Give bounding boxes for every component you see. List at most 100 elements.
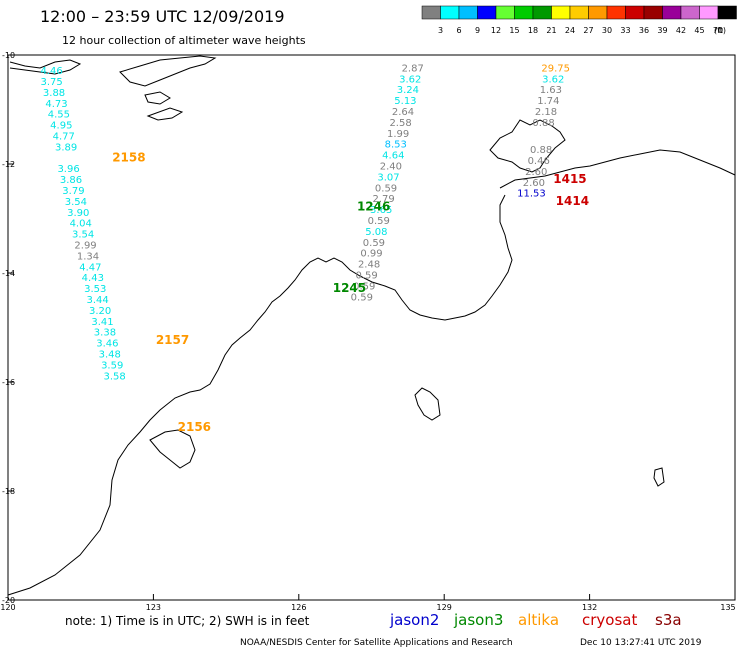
y-tick-label: -14 — [2, 269, 15, 278]
mission-altika: altika — [518, 611, 559, 629]
scale-label: 21 — [546, 26, 556, 35]
x-tick-label: 132 — [582, 603, 597, 612]
x-tick-label: 120 — [0, 603, 15, 612]
scale-swatch — [477, 5, 497, 20]
x-tick-label: 126 — [291, 603, 306, 612]
wave-height-value: 4.46 — [40, 66, 62, 77]
wave-height-value: 4.64 — [382, 151, 404, 162]
wave-height-value: 0.59 — [368, 216, 390, 227]
wave-height-value: 3.62 — [542, 74, 564, 85]
wave-height-value: 3.65 — [370, 205, 392, 216]
wave-height-value: 3.46 — [96, 339, 118, 350]
scale-label: 39 — [657, 26, 667, 35]
scale-swatch — [643, 5, 663, 20]
scale-label: 12 — [491, 26, 501, 35]
wave-height-value: 29.75 — [541, 63, 570, 74]
wave-height-value: 3.59 — [101, 360, 123, 371]
wave-height-value: 1.99 — [387, 129, 409, 140]
mission-cryosat: cryosat — [582, 611, 637, 629]
scale-swatch — [625, 5, 645, 20]
wave-height-value: 4.73 — [45, 99, 67, 110]
page-title: 12:00 – 23:59 UTC 12/09/2019 — [40, 7, 285, 26]
wave-height-value: 1.34 — [77, 251, 99, 262]
wave-height-value: 3.53 — [84, 284, 106, 295]
mission-legend: jason2 jason3 altika cryosat s3a — [389, 611, 682, 629]
wave-height-value: 4.55 — [48, 110, 70, 121]
y-tick-label: -20 — [2, 596, 15, 605]
scale-swatch — [532, 5, 552, 20]
y-tick-label: -12 — [2, 160, 15, 169]
wave-height-value: 3.62 — [399, 74, 421, 85]
wave-height-value: 1.74 — [537, 96, 559, 107]
wave-height-value: 2.40 — [380, 161, 402, 172]
scale-swatch — [680, 5, 700, 20]
pass-number-label: 2157 — [156, 333, 189, 347]
wave-height-value: 4.04 — [70, 219, 92, 230]
scale-label: 70 — [713, 26, 723, 35]
wave-height-value: 3.54 — [72, 230, 94, 241]
wave-height-value: 1.63 — [540, 85, 562, 96]
scale-label: 45 — [694, 26, 704, 35]
scale-label: 3 — [438, 26, 443, 35]
wave-height-value: 2.99 — [74, 240, 96, 251]
x-tick-label: 135 — [720, 603, 735, 612]
footer-credit: NOAA/NESDIS Center for Satellite Applica… — [240, 638, 513, 648]
wave-height-value: 8.53 — [385, 140, 407, 151]
scale-label: 30 — [602, 26, 612, 35]
wave-height-value: 3.89 — [55, 142, 77, 153]
scale-swatch — [421, 5, 441, 20]
mission-jason3: jason3 — [453, 611, 503, 629]
scale-swatch — [440, 5, 460, 20]
track-cryosat: 29.753.621.631.742.180.880.880.462.602.6… — [517, 63, 589, 208]
track-jason3: 2.873.623.245.132.642.581.998.534.642.40… — [333, 63, 424, 303]
pass-number-label: 2156 — [178, 420, 211, 434]
wave-height-value: 3.38 — [94, 328, 116, 339]
wave-height-value: 0.59 — [356, 270, 378, 281]
wave-height-value: 3.58 — [103, 371, 125, 382]
y-tick-label: -18 — [2, 487, 15, 496]
wave-height-value: 3.88 — [43, 88, 65, 99]
pass-number-label: 1414 — [556, 194, 589, 208]
scale-label: 18 — [528, 26, 538, 35]
wave-height-value: 0.88 — [532, 118, 554, 129]
scale-swatch — [514, 5, 534, 20]
y-axis-labels: -10 -12 -14 -16 -18 -20 — [2, 51, 15, 605]
wave-height-value: 0.88 — [530, 145, 552, 156]
y-tick-label: -10 — [2, 51, 15, 60]
wave-height-value: 0.99 — [360, 249, 382, 260]
wave-height-value: 2.18 — [535, 107, 557, 118]
coastline — [7, 55, 736, 596]
wave-height-value: 2.87 — [402, 63, 424, 74]
footer-note: note: 1) Time is in UTC; 2) SWH is in fe… — [65, 614, 310, 628]
wave-height-value: 4.47 — [79, 262, 101, 273]
scale-swatch — [588, 5, 608, 20]
x-tick-label: 129 — [437, 603, 452, 612]
mission-jason2: jason2 — [389, 611, 439, 629]
scale-swatch — [495, 5, 515, 20]
color-scale-legend: 3 6 9 12 15 18 21 24 27 30 33 36 39 42 45 70 — [421, 5, 737, 35]
mission-s3a: s3a — [655, 611, 682, 629]
scale-label: 24 — [565, 26, 575, 35]
scale-label: 27 — [583, 26, 593, 35]
x-tick-label: 123 — [146, 603, 161, 612]
wave-height-value: 2.60 — [525, 167, 547, 178]
scale-swatch — [662, 5, 682, 20]
wave-height-value: 3.48 — [99, 349, 121, 360]
scale-swatch — [458, 5, 478, 20]
wave-height-value: 0.59 — [375, 183, 397, 194]
wave-height-value: 4.77 — [53, 131, 75, 142]
wave-height-value: 0.59 — [351, 292, 373, 303]
wave-height-value: 3.54 — [65, 197, 87, 208]
pass-number-label: 1245 — [333, 281, 366, 295]
wave-height-value: 3.41 — [91, 317, 113, 328]
wave-height-value: 5.08 — [365, 227, 387, 238]
altimeter-tracks: 4.463.753.884.734.554.954.773.89 3.963.86… — [40, 63, 589, 434]
scale-swatch — [551, 5, 571, 20]
wave-height-value: 3.07 — [377, 172, 399, 183]
page-subtitle: 12 hour collection of altimeter wave hei… — [62, 34, 306, 47]
x-axis-labels: 120 123 126 129 132 135 — [0, 594, 736, 612]
scale-swatch — [569, 5, 589, 20]
wave-height-value: 0.59 — [363, 238, 385, 249]
scale-label: 9 — [475, 26, 480, 35]
